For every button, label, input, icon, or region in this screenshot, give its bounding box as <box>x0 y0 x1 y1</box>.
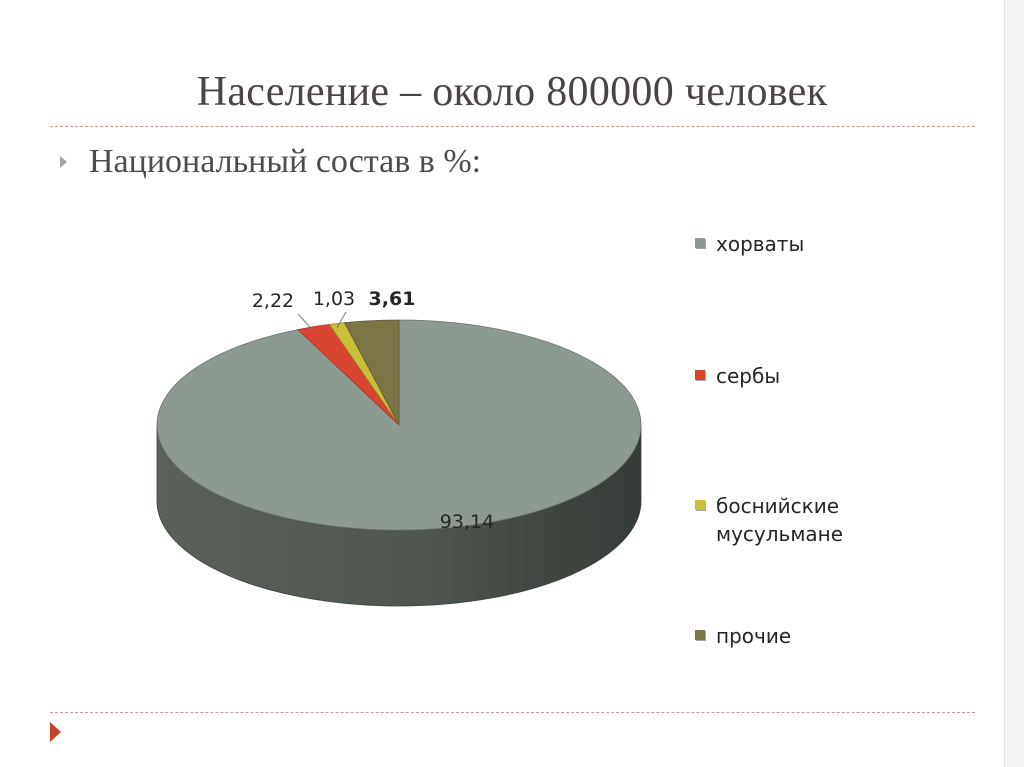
legend-swatch-1 <box>695 370 705 380</box>
legend-label-2: боснийские мусульмане <box>716 494 844 546</box>
title-divider <box>50 126 975 127</box>
legend-swatch-0 <box>695 238 705 248</box>
data-label-3: 3,61 <box>369 288 416 310</box>
data-label-2: 1,03 <box>313 288 355 310</box>
next-slide-arrow-icon[interactable] <box>50 722 61 742</box>
legend-label-0: хорваты <box>716 232 805 256</box>
leader-line-1 <box>297 313 314 332</box>
bullet-arrow-icon <box>60 156 67 168</box>
footer-divider <box>50 712 975 713</box>
legend-item-1: сербы <box>695 362 916 390</box>
data-label-0: 93,14 <box>440 511 494 533</box>
slide-side-bar <box>1004 0 1024 767</box>
pie-slice-3 <box>343 319 400 426</box>
legend-swatch-3 <box>695 630 705 640</box>
legend-item-3: прочие <box>695 622 916 650</box>
slide-title: Население – около 800000 человек <box>196 69 828 115</box>
legend-item-0: хорваты <box>695 230 916 258</box>
bullet-text: Национальный состав в %: <box>89 143 482 180</box>
data-label-1: 2,22 <box>252 290 294 312</box>
leader-line-2 <box>336 311 347 328</box>
bullet-item: Национальный состав в %: <box>60 143 481 181</box>
legend-label-1: сербы <box>716 364 781 388</box>
legend-swatch-2 <box>695 500 705 510</box>
legend-item-2: боснийские мусульмане <box>695 492 916 548</box>
legend-label-3: прочие <box>716 624 792 648</box>
